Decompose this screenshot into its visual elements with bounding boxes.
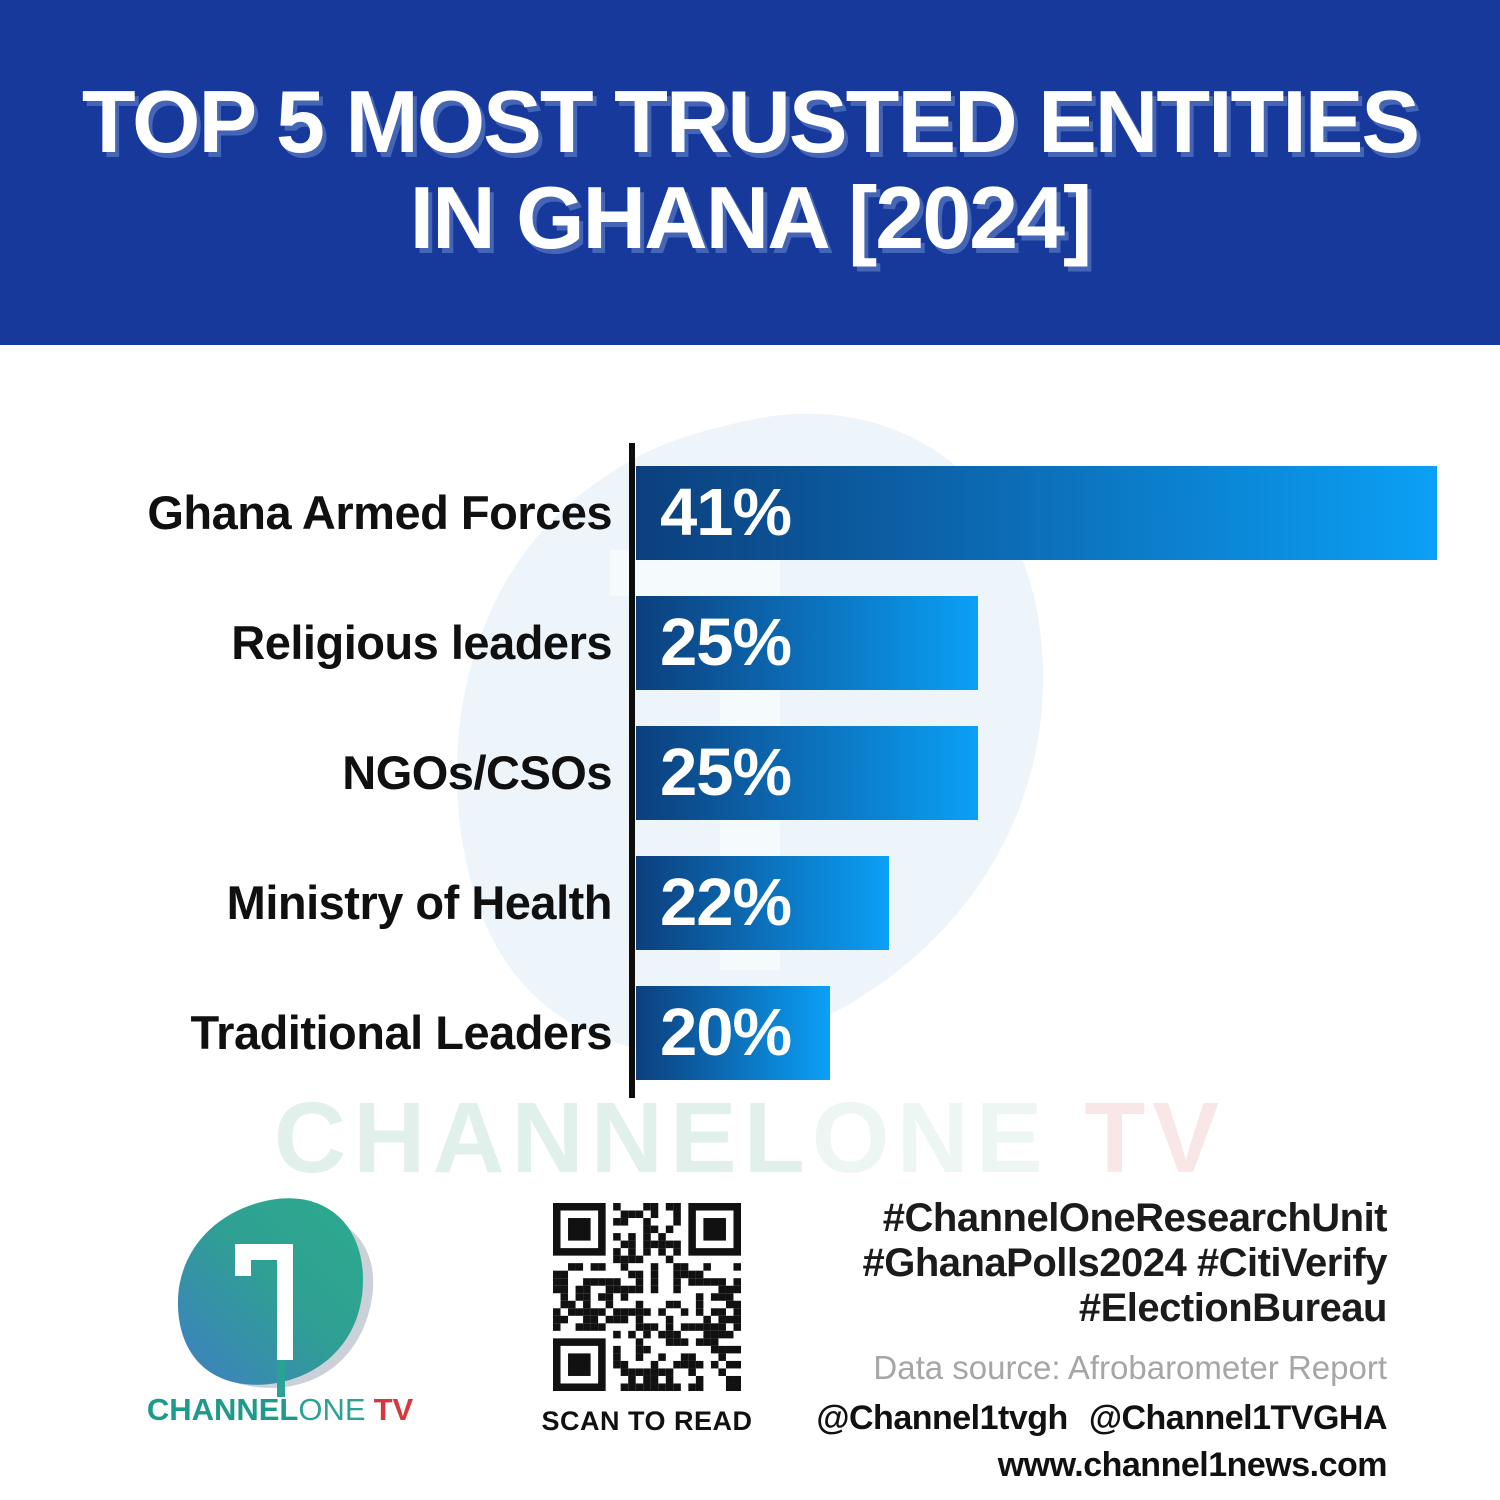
category-label-ministry-of-health: Ministry of Health <box>226 876 613 929</box>
header-banner: TOP 5 MOST TRUSTED ENTITIES IN GHANA [20… <box>0 0 1500 345</box>
watermark-tv: TV <box>1084 1082 1227 1194</box>
watermark-channel-one-tv: CHANNELONE TV <box>0 1088 1500 1188</box>
social-handle-main: @Channel1tvgh <box>816 1399 1068 1437</box>
wordmark-tv: TV <box>373 1392 414 1427</box>
value-label: 41% <box>660 475 792 550</box>
watermark-one: ONE <box>811 1082 1050 1194</box>
social-row: @Channel1tvgh @Channel1TVGHA <box>816 1399 1388 1438</box>
watermark-channel: CHANNEL <box>273 1082 812 1194</box>
chart-axis-line <box>629 443 635 1098</box>
website-url: www.channel1news.com <box>997 1446 1388 1484</box>
wordmark-channel: CHANNEL <box>146 1392 299 1427</box>
data-source: Data source: Afrobarometer Report <box>873 1349 1387 1386</box>
category-label-ghana-armed-forces: Ghana Armed Forces <box>147 486 612 539</box>
wordmark-one: ONE <box>298 1392 366 1427</box>
title-line-1: TOP 5 MOST TRUSTED ENTITIES <box>81 72 1420 171</box>
bar-traditional-leaders: 20% <box>636 986 830 1080</box>
bar-ministry-of-health: 22% <box>636 856 889 950</box>
hashtags: #ChannelOneResearchUnit #GhanaPolls2024 … <box>827 1196 1387 1331</box>
social-handle-x: @Channel1TVGHA <box>1088 1399 1388 1437</box>
value-label: 20% <box>660 995 792 1070</box>
qr-caption: SCAN TO READ <box>541 1406 753 1436</box>
title-line-2: IN GHANA [2024] <box>409 168 1093 267</box>
category-label-ngos-csos: NGOs/CSOs <box>342 746 612 799</box>
page-title: TOP 5 MOST TRUSTED ENTITIES IN GHANA [20… <box>0 74 1500 266</box>
hashtag-line-2: #GhanaPolls2024 #CitiVerify <box>862 1241 1387 1285</box>
hashtag-line-3: #ElectionBureau <box>1078 1286 1388 1330</box>
bar-ghana-armed-forces: 41% <box>636 466 1437 560</box>
qr-code <box>553 1203 741 1391</box>
hashtag-line-1: #ChannelOneResearchUnit <box>882 1196 1388 1240</box>
channel-one-logo-icon <box>177 1198 374 1397</box>
channel-one-wordmark: CHANNELONE TV <box>120 1392 440 1428</box>
footer-right-block: #ChannelOneResearchUnit #GhanaPolls2024 … <box>816 1196 1388 1485</box>
category-label-traditional-leaders: Traditional Leaders <box>190 1006 613 1059</box>
bar-ngos-csos: 25% <box>636 726 978 820</box>
value-label: 22% <box>660 865 792 940</box>
value-label: 25% <box>660 605 792 680</box>
category-label-religious-leaders: Religious leaders <box>231 616 612 669</box>
value-label: 25% <box>660 735 792 810</box>
bar-religious-leaders: 25% <box>636 596 978 690</box>
